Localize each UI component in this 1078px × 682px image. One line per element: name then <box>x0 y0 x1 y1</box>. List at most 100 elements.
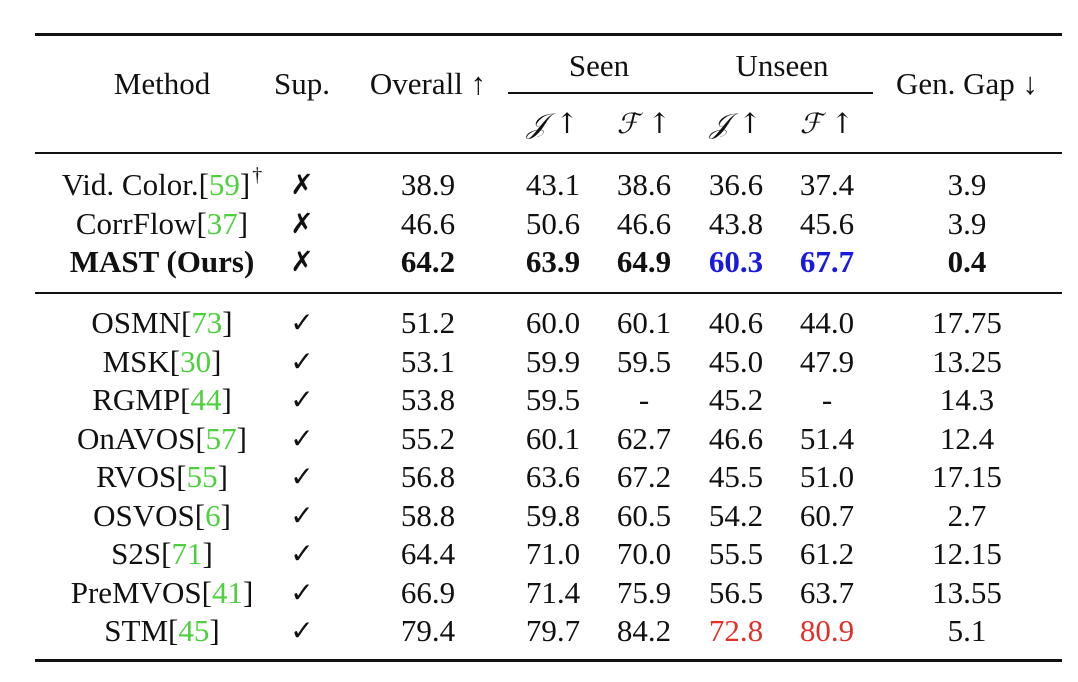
overall-cell: 53.8 <box>400 382 456 417</box>
unseen_j-cell: 60.3 <box>708 244 764 279</box>
gap-cell: 3.9 <box>947 205 987 241</box>
overall-cell: 66.9 <box>400 574 456 610</box>
ref-bracket: ] <box>211 343 222 379</box>
seen_j-cell: 59.5 <box>525 382 581 417</box>
method-name-cell: RGMP[44] <box>92 384 232 415</box>
ref-bracket: [ <box>176 459 187 494</box>
seen_f-cell: - <box>638 382 650 417</box>
method-name-cell: MSK[30] <box>103 346 222 377</box>
overall-cell: 64.4 <box>400 536 456 571</box>
seen_f-cell: 70.0 <box>616 536 672 571</box>
overall-cell: 53.1 <box>400 343 456 379</box>
overall-cell: 79.4 <box>400 613 456 648</box>
ref-bracket: ] <box>221 382 232 417</box>
gap-cell: 13.25 <box>932 343 1002 379</box>
seen_j-cell: 60.1 <box>525 420 581 456</box>
seen_f-cell: 84.2 <box>616 613 672 648</box>
sup-cell: ✓ <box>290 383 314 416</box>
citation-link[interactable]: 45 <box>178 613 210 648</box>
citation-link[interactable]: 57 <box>205 420 237 456</box>
ref-bracket: ] <box>217 459 228 494</box>
top-rule <box>35 33 1062 36</box>
citation-link[interactable]: 6 <box>205 497 221 533</box>
method-name-cell: CorrFlow[37] <box>76 208 248 239</box>
unseen_f-cell: 63.7 <box>799 574 855 610</box>
unseen_j-cell: 56.5 <box>708 574 764 610</box>
header-gen-gap: Gen. Gap ↓ <box>895 66 1039 101</box>
overall-cell: 46.6 <box>400 205 456 241</box>
method-name-cell: RVOS[55] <box>96 461 228 492</box>
header-sup: Sup. <box>274 66 330 101</box>
header-unseen-f: ℱ ↑ <box>799 107 855 140</box>
seen_f-cell: 64.9 <box>616 244 672 279</box>
seen_j-cell: 43.1 <box>525 167 581 202</box>
ref-bracket: [ <box>169 343 181 379</box>
overall-cell: 64.2 <box>400 244 456 279</box>
header-seen-j: 𝒥 ↑ <box>527 107 579 140</box>
sup-cell: ✗ <box>290 168 314 201</box>
sup-cell: ✓ <box>290 498 314 532</box>
ref-bracket: [ <box>198 167 209 202</box>
method-name: RGMP <box>92 382 181 417</box>
method-name: MAST (Ours) <box>69 244 255 279</box>
overall-cell: 55.2 <box>400 420 456 456</box>
unseen_j-cell: 40.6 <box>708 305 764 340</box>
unseen_f-cell: 51.0 <box>799 459 855 494</box>
gap-cell: 5.1 <box>947 613 987 648</box>
ref-bracket: [ <box>180 305 192 340</box>
unseen_f-cell: 44.0 <box>799 305 855 340</box>
method-name: MSK <box>102 343 170 379</box>
seen_f-cell: 60.1 <box>616 305 672 340</box>
header-method: Method <box>113 66 211 101</box>
header-bottom-rule <box>35 152 1062 154</box>
seen_j-cell: 50.6 <box>525 205 581 241</box>
seen_f-cell: 62.7 <box>616 420 672 456</box>
seen_j-cell: 71.4 <box>525 574 581 610</box>
sup-cell: ✓ <box>290 537 314 570</box>
header-unseen-j: 𝒥 ↑ <box>710 107 762 140</box>
sup-cell: ✓ <box>290 614 314 647</box>
citation-link[interactable]: 30 <box>180 343 212 379</box>
unseen_f-cell: 60.7 <box>799 497 855 533</box>
overall-cell: 38.9 <box>400 167 456 202</box>
method-name: STM <box>104 613 169 648</box>
citation-link[interactable]: 41 <box>211 574 243 610</box>
citation-link[interactable]: 44 <box>190 382 222 417</box>
seen_j-cell: 63.6 <box>525 459 581 494</box>
method-name: OSMN <box>91 305 181 340</box>
method-name-cell: OSMN[73] <box>91 307 232 338</box>
seen_f-cell: 75.9 <box>616 574 672 610</box>
bottom-rule <box>35 659 1062 662</box>
overall-cell: 58.8 <box>400 497 456 533</box>
citation-link[interactable]: 37 <box>206 205 238 241</box>
method-name: OnAVOS <box>77 420 196 456</box>
seen_f-cell: 67.2 <box>616 459 672 494</box>
seen_j-cell: 71.0 <box>525 536 581 571</box>
citation-link[interactable]: 55 <box>186 459 218 494</box>
gap-cell: 2.7 <box>947 497 987 533</box>
unseen_f-cell: 61.2 <box>799 536 855 571</box>
ref-bracket: [ <box>195 420 206 456</box>
seen_f-cell: 38.6 <box>616 167 672 202</box>
method-name-cell: Vid. Color.[59] † <box>62 165 262 202</box>
gap-cell: 17.15 <box>932 459 1002 494</box>
seen-unseen-rule <box>508 92 873 94</box>
sup-cell: ✓ <box>290 460 314 493</box>
header-overall: Overall ↑ <box>369 66 487 101</box>
dagger-footnote-mark: † <box>252 164 263 186</box>
sup-cell: ✓ <box>290 344 314 378</box>
citation-link[interactable]: 73 <box>191 305 223 340</box>
ref-bracket: ] <box>222 305 233 340</box>
sup-cell: ✓ <box>290 306 314 339</box>
method-name-cell: PreMVOS[41] <box>71 577 254 608</box>
gap-cell: 17.75 <box>932 305 1002 340</box>
method-name-cell: OnAVOS[57] <box>77 423 247 454</box>
unseen_f-cell: 37.4 <box>799 167 855 202</box>
ref-bracket: [ <box>161 536 172 571</box>
method-name-cell: OSVOS[6] <box>93 500 231 531</box>
sup-cell: ✓ <box>290 421 314 455</box>
unseen_f-cell: 80.9 <box>799 613 855 648</box>
seen_f-cell: 46.6 <box>616 205 672 241</box>
citation-link[interactable]: 71 <box>171 536 203 571</box>
citation-link[interactable]: 59 <box>208 167 240 202</box>
